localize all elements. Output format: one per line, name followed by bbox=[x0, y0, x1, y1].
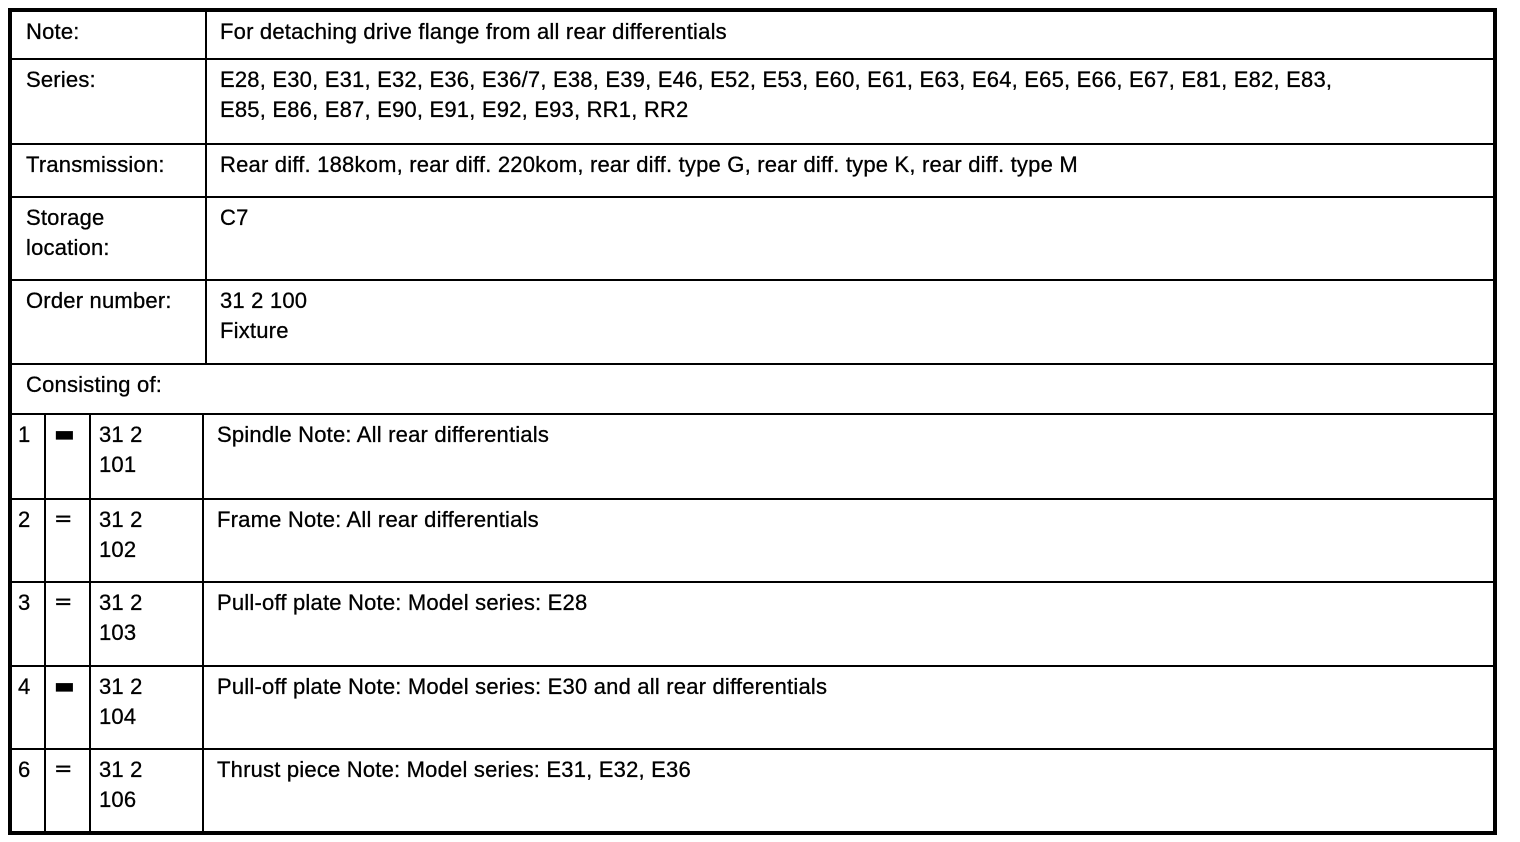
part-order-number: 31 2 104 bbox=[91, 667, 204, 748]
transmission-value: Rear diff. 188kom, rear diff. 220kom, re… bbox=[220, 152, 1078, 177]
table-row-transmission: Transmission: Rear diff. 188kom, rear di… bbox=[12, 143, 1493, 196]
part-description: Pull-off plate Note: Model series: E30 a… bbox=[217, 674, 828, 699]
part-order-number: 31 2 106 bbox=[91, 750, 204, 831]
order-number-value: 31 2 100 Fixture bbox=[220, 288, 308, 343]
series-label: Series: bbox=[12, 60, 207, 143]
equals-symbol: ▬ bbox=[46, 667, 91, 748]
part-description: Thrust piece Note: Model series: E31, E3… bbox=[217, 757, 691, 782]
part-item-number: 1 bbox=[12, 415, 46, 498]
part-description: Frame Note: All rear differentials bbox=[217, 507, 539, 532]
part-item-number: 2 bbox=[12, 500, 46, 581]
part-item-number: 4 bbox=[12, 667, 46, 748]
storage-location-label: Storage location: bbox=[12, 198, 207, 279]
part-order-number: 31 2 102 bbox=[91, 500, 204, 581]
part-description: Spindle Note: All rear differentials bbox=[217, 422, 550, 447]
order-number-label: Order number: bbox=[12, 281, 207, 363]
note-value: For detaching drive flange from all rear… bbox=[220, 19, 727, 44]
transmission-label: Transmission: bbox=[12, 145, 207, 196]
special-tool-info-table: Note: For detaching drive flange from al… bbox=[8, 8, 1497, 835]
table-row-order-number: Order number: 31 2 100 Fixture bbox=[12, 279, 1493, 363]
part-row-1: 1 ▬ 31 2 101 Spindle Note: All rear diff… bbox=[12, 413, 1493, 498]
part-order-number: 31 2 103 bbox=[91, 583, 204, 665]
part-row-6: 6 = 31 2 106 Thrust piece Note: Model se… bbox=[12, 748, 1493, 831]
table-row-note: Note: For detaching drive flange from al… bbox=[12, 12, 1493, 58]
part-item-number: 3 bbox=[12, 583, 46, 665]
part-item-number: 6 bbox=[12, 750, 46, 831]
part-row-4: 4 ▬ 31 2 104 Pull-off plate Note: Model … bbox=[12, 665, 1493, 748]
storage-location-value: C7 bbox=[220, 205, 249, 230]
consisting-of-header: Consisting of: bbox=[26, 372, 163, 397]
part-row-2: 2 = 31 2 102 Frame Note: All rear differ… bbox=[12, 498, 1493, 581]
part-order-number: 31 2 101 bbox=[91, 415, 204, 498]
part-description: Pull-off plate Note: Model series: E28 bbox=[217, 590, 588, 615]
table-row-storage-location: Storage location: C7 bbox=[12, 196, 1493, 279]
equals-symbol: = bbox=[46, 500, 91, 581]
part-row-3: 3 = 31 2 103 Pull-off plate Note: Model … bbox=[12, 581, 1493, 665]
series-value: E28, E30, E31, E32, E36, E36/7, E38, E39… bbox=[220, 67, 1333, 122]
equals-symbol: = bbox=[46, 583, 91, 665]
equals-symbol: ▬ bbox=[46, 415, 91, 498]
table-row-consisting-header: Consisting of: bbox=[12, 363, 1493, 413]
note-label: Note: bbox=[12, 12, 207, 58]
equals-symbol: = bbox=[46, 750, 91, 831]
table-row-series: Series: E28, E30, E31, E32, E36, E36/7, … bbox=[12, 58, 1493, 143]
